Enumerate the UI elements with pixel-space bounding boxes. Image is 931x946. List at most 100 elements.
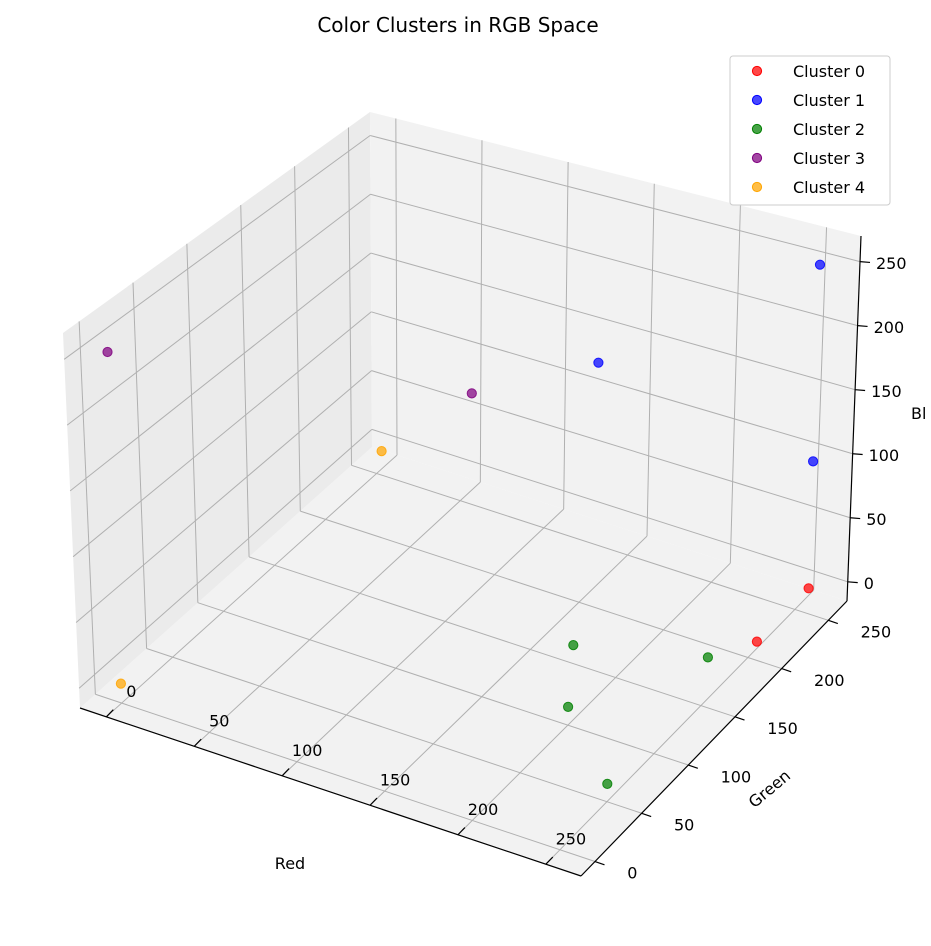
x-gridline [106, 454, 398, 718]
y-tick-tick [734, 716, 745, 721]
y-gridline [300, 510, 782, 670]
z-tick-label: 250 [876, 254, 907, 273]
x-gridline [479, 140, 483, 483]
z-tick-tick [855, 389, 866, 392]
x-tick-tick [457, 827, 466, 836]
y-tick-label: 100 [721, 767, 752, 786]
z-gridline [72, 311, 372, 558]
x-axis-line [79, 707, 582, 877]
legend-marker-cluster-4 [751, 181, 763, 193]
y-tick-label: 150 [767, 719, 798, 738]
y-gridline [240, 205, 250, 557]
z-gridline [78, 428, 373, 689]
x-gridline [369, 535, 648, 806]
y-tick-tick [781, 667, 792, 673]
y-axis-label: Green [745, 766, 794, 812]
z-gridline [371, 311, 853, 455]
legend-label-cluster-1: Cluster 1 [793, 91, 865, 110]
legend-label-cluster-4: Cluster 4 [793, 178, 865, 197]
y-tick-tick [641, 812, 652, 818]
cluster-4-point [376, 446, 387, 457]
axis-panes [63, 112, 861, 876]
y-gridline [146, 647, 642, 814]
axis-lines [79, 235, 862, 877]
legend-marker-cluster-2 [751, 123, 763, 135]
y-gridline [197, 602, 689, 766]
cluster-2-point [702, 652, 714, 663]
legend-marker-cluster-1 [751, 94, 763, 106]
y-tick-tick [594, 860, 605, 866]
chart-title: Color Clusters in RGB Space [317, 13, 598, 37]
left-wall-pane [63, 112, 372, 708]
z-tick-tick [857, 325, 868, 328]
cluster-0-point [803, 583, 814, 594]
z-tick-label: 0 [864, 574, 874, 593]
floor-pane [80, 447, 847, 876]
y-gridline [95, 693, 596, 863]
z-axis-line [846, 235, 862, 602]
y-gridline [347, 127, 353, 466]
y-gridline [186, 243, 199, 603]
grid-lines [63, 118, 861, 865]
legend-label-cluster-0: Cluster 0 [793, 62, 865, 81]
x-tick-label: 200 [468, 800, 499, 819]
cluster-2-point [563, 701, 574, 713]
z-gridline [75, 370, 372, 623]
z-tick-label: 50 [866, 510, 886, 529]
cluster-1-point [593, 357, 604, 368]
x-tick-label: 100 [292, 741, 323, 760]
x-gridline [281, 508, 565, 777]
x-tick-tick [545, 856, 554, 865]
legend-label-cluster-2: Cluster 2 [793, 120, 865, 139]
y-tick-tick [828, 619, 839, 625]
cluster-3-point [466, 388, 477, 399]
legend-marker-cluster-0 [751, 65, 763, 77]
y-tick-label: 250 [861, 623, 892, 642]
back-wall-pane [370, 112, 861, 601]
x-tick-tick [281, 768, 290, 777]
x-gridline [457, 562, 731, 836]
z-tick-label: 100 [869, 446, 900, 465]
cluster-2-point [568, 640, 579, 651]
y-axis-line [580, 600, 848, 877]
cluster-4-point [115, 678, 127, 689]
y-gridline [132, 282, 148, 649]
legend-box [729, 55, 891, 206]
data-points [102, 259, 826, 790]
x-tick-label: 0 [126, 682, 136, 701]
legend: Cluster 0 Cluster 1 Cluster 2 Cluster 3 Clus… [729, 55, 891, 206]
z-gridline [63, 135, 371, 360]
y-tick-label: 0 [627, 864, 637, 883]
x-tick-tick [193, 738, 202, 747]
legend-marker-cluster-3 [751, 152, 763, 164]
x-gridline [646, 183, 655, 537]
z-gridline [370, 193, 858, 327]
legend-label-cluster-3: Cluster 3 [793, 149, 865, 168]
tick-labels: 0 0 0 50 50 50 100 100 100 150 150 150 200 200 200 250 2… [105, 254, 907, 883]
z-tick-label: 200 [874, 318, 905, 337]
y-gridline [294, 166, 301, 512]
y-gridline [248, 556, 736, 718]
cluster-2-point [602, 778, 613, 790]
y-tick-label: 50 [674, 816, 694, 835]
y-gridline [351, 464, 829, 621]
x-tick-tick [105, 709, 114, 718]
x-gridline [545, 589, 815, 865]
y-gridline [78, 321, 96, 695]
z-axis-label: Bl [911, 404, 926, 423]
y-tick-label: 200 [814, 671, 845, 690]
z-tick-label: 150 [871, 382, 902, 401]
z-tick-tick [852, 453, 863, 456]
z-tick-tick [850, 517, 861, 520]
z-gridline [371, 370, 851, 519]
cluster-3-point [102, 346, 113, 358]
y-tick-tick [688, 764, 699, 769]
z-gridline [371, 428, 848, 583]
z-gridline [69, 252, 372, 492]
x-tick-label: 150 [380, 770, 411, 789]
z-gridline [370, 135, 861, 263]
x-tick-label: 50 [209, 711, 229, 730]
x-gridline [813, 227, 828, 591]
x-axis-label: Red [275, 854, 305, 873]
